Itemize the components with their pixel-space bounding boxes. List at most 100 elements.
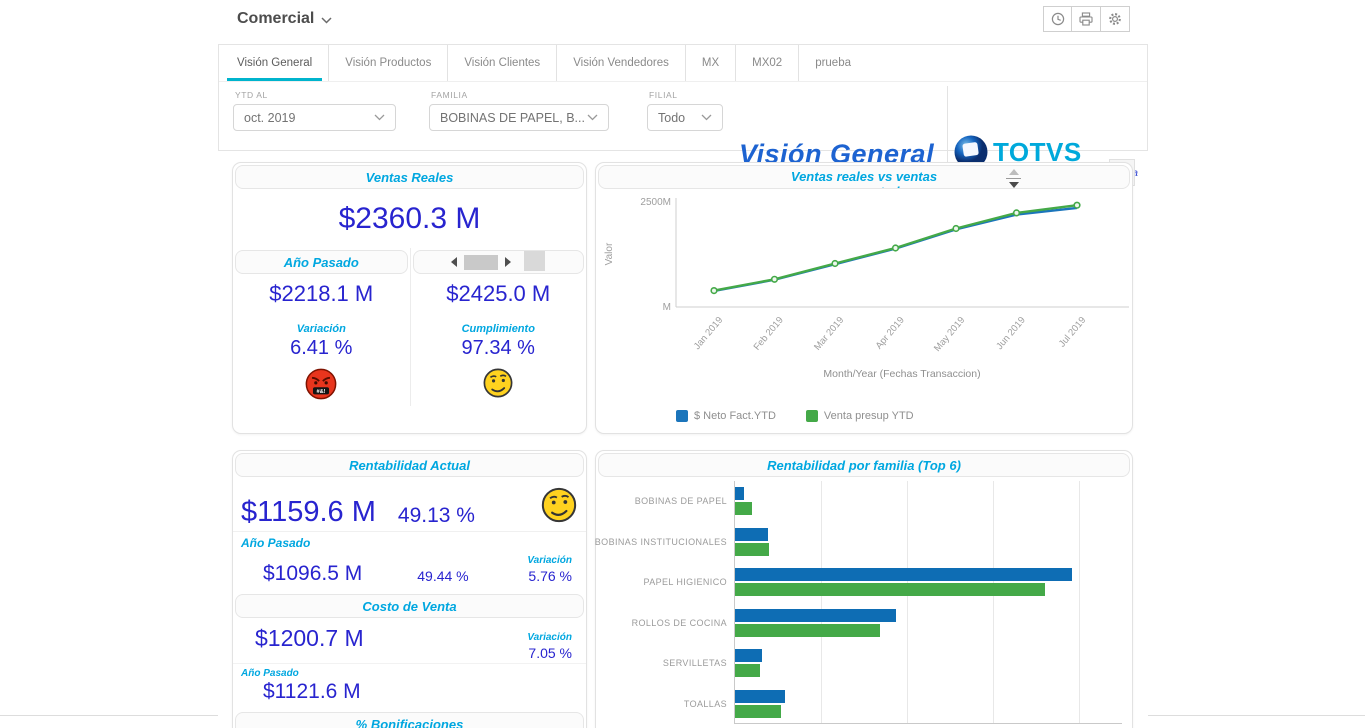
bar-category-label: TOALLAS [684, 699, 727, 709]
scroll-right-icon[interactable] [505, 257, 511, 267]
line-chart: 2500MMValorJan 2019Feb 2019Mar 2019Apr 2… [596, 190, 1134, 382]
card-ventas-reales: Ventas Reales $2360.3 M Año Pasado $2218… [232, 162, 587, 434]
filter-value: oct. 2019 [244, 111, 295, 125]
rentabilidad-pct: 49.13 % [398, 504, 475, 528]
bar [735, 609, 896, 622]
vertical-scrollbar-thumb[interactable] [524, 250, 545, 271]
spin-down-icon[interactable] [1009, 182, 1019, 188]
filter-bar: YTD AL oct. 2019 FAMILIA BOBINAS DE PAPEL, … [219, 82, 1147, 151]
legend-item[interactable]: $ Neto Fact.YTD [676, 410, 776, 422]
tab-visi-n-vendedores[interactable]: Visión Vendedores [556, 45, 685, 81]
cumplimiento-label: Cumplimiento [411, 323, 587, 335]
horizontal-scrollbar[interactable] [451, 254, 545, 271]
svg-text:M: M [663, 302, 671, 313]
costo-prev-label: Año Pasado [233, 664, 586, 679]
history-icon [1050, 11, 1066, 27]
filter-ytd-al: YTD AL oct. 2019 [233, 88, 396, 151]
rentabilidad-prev-value: $1096.5 M [263, 562, 362, 586]
legend-label: Venta presup YTD [824, 410, 914, 422]
filter-label: FAMILIA [431, 90, 609, 100]
bar-chart: BOBINAS DE PAPELBOBINAS INSTITUCIONALESP… [734, 481, 1122, 724]
app-title-dropdown[interactable]: Comercial [237, 10, 332, 28]
card-rentabilidad-familia: Rentabilidad por familia (Top 6) BOBINAS… [595, 450, 1133, 728]
svg-text:Mar 2019: Mar 2019 [812, 315, 846, 353]
bar [735, 664, 760, 677]
anio-pasado-value: $2218.1 M [233, 276, 410, 315]
ventas-reales-value: $2360.3 M [233, 191, 586, 248]
bar [735, 624, 880, 637]
anio-pasado-header: Año Pasado [235, 250, 408, 274]
legend-label: $ Neto Fact.YTD [694, 410, 776, 422]
filter-select[interactable]: Todo [647, 104, 723, 131]
scrollbar-thumb[interactable] [464, 255, 498, 270]
page-edge-line [1148, 715, 1365, 716]
costo-value: $1200.7 M [255, 625, 364, 652]
svg-text:#&!: #&! [317, 389, 326, 395]
history-button[interactable] [1043, 6, 1072, 32]
bar [735, 690, 785, 703]
chevron-down-icon [374, 114, 385, 121]
page-edge-line [0, 715, 218, 716]
card-rentabilidad: Rentabilidad Actual $1159.6 M 49.13 % Añ… [232, 450, 587, 728]
settings-icon [1107, 11, 1123, 27]
rentabilidad-header: Rentabilidad Actual [235, 453, 584, 477]
app-title: Comercial [237, 10, 314, 28]
tab-prueba[interactable]: prueba [798, 45, 867, 81]
smirking-face-icon [411, 367, 587, 404]
legend-swatch [806, 410, 818, 422]
tab-visi-n-productos[interactable]: Visión Productos [328, 45, 447, 81]
rentabilidad-prev-pct: 49.44 % [417, 568, 468, 584]
chevron-down-icon [587, 114, 598, 121]
bar [735, 502, 752, 515]
filter-familia: FAMILIA BOBINAS DE PAPEL, B... [429, 88, 609, 151]
tab-visi-n-clientes[interactable]: Visión Clientes [447, 45, 556, 81]
tab-mx02[interactable]: MX02 [735, 45, 798, 81]
linechart-title: Ventas reales vs ventas presupuestadas [769, 169, 959, 189]
toolbar [1043, 6, 1130, 32]
scroll-left-icon[interactable] [451, 257, 457, 267]
bar [735, 705, 781, 718]
svg-text:Jul 2019: Jul 2019 [1057, 315, 1089, 350]
legend-item[interactable]: Venta presup YTD [806, 410, 914, 422]
bar [735, 649, 762, 662]
print-icon [1078, 11, 1094, 27]
print-button[interactable] [1072, 6, 1101, 32]
legend-swatch [676, 410, 688, 422]
costo-header: Costo de Venta [235, 594, 584, 618]
filter-select[interactable]: oct. 2019 [233, 104, 396, 131]
tab-visi-n-general[interactable]: Visión General [221, 45, 328, 81]
chevron-down-icon [321, 17, 332, 24]
bar-row: PAPEL HIGIENICO [735, 562, 1122, 603]
costo-prev-value: $1121.6 M [233, 679, 586, 710]
filter-label: FILIAL [649, 90, 723, 100]
bar-category-label: PAPEL HIGIENICO [643, 577, 727, 587]
tab-bar: Visión GeneralVisión ProductosVisión Cli… [219, 45, 1147, 82]
presupuesto-value: $2425.0 M [411, 276, 587, 315]
filter-label: YTD AL [235, 90, 396, 100]
tab-mx[interactable]: MX [685, 45, 735, 81]
bar [735, 583, 1045, 596]
linechart-header: Ventas reales vs ventas presupuestadas [598, 165, 1130, 189]
filter-select[interactable]: BOBINAS DE PAPEL, B... [429, 104, 609, 131]
svg-text:Jun 2019: Jun 2019 [994, 315, 1028, 352]
smirking-face-icon [540, 486, 578, 529]
chart-spinner[interactable] [1006, 169, 1021, 188]
svg-text:Valor: Valor [604, 242, 615, 265]
chart-legend: $ Neto Fact.YTD Venta presup YTD [676, 410, 914, 422]
bar-category-label: BOBINAS INSTITUCIONALES [595, 537, 727, 547]
vertical-scrollbar[interactable] [524, 250, 545, 271]
cumplimiento-value: 97.34 % [411, 337, 587, 360]
svg-text:Month/Year (Fechas Transaccion: Month/Year (Fechas Transaccion) [823, 368, 980, 380]
filter-value: Todo [658, 111, 685, 125]
bar-category-label: ROLLOS DE COCINA [632, 618, 727, 628]
svg-text:Apr 2019: Apr 2019 [874, 315, 907, 352]
angry-cursing-face-icon: #&! [233, 367, 410, 406]
card-ventas-header: Ventas Reales [235, 165, 584, 189]
bar [735, 568, 1072, 581]
filter-filial: FILIAL Todo [647, 88, 723, 151]
bar-row: BOBINAS DE PAPEL [735, 481, 1122, 522]
spin-up-icon[interactable] [1009, 169, 1019, 175]
bar-category-label: SERVILLETAS [663, 658, 727, 668]
variacion-label: Variación [233, 323, 410, 335]
settings-button[interactable] [1101, 6, 1130, 32]
